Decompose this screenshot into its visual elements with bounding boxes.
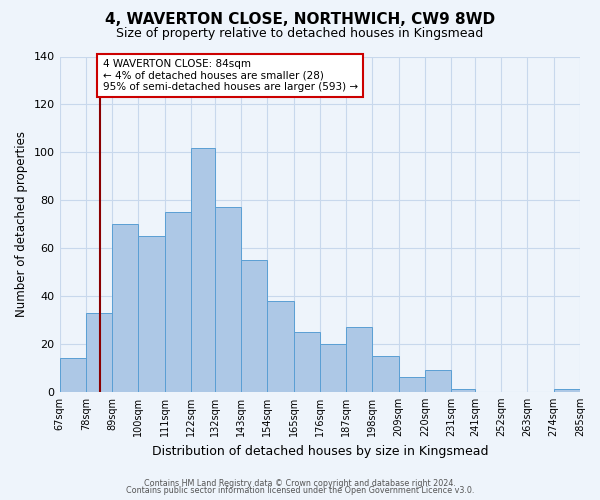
Bar [372, 356, 398, 392]
Bar [164, 212, 191, 392]
Bar [241, 260, 267, 392]
Text: 4, WAVERTON CLOSE, NORTHWICH, CW9 8WD: 4, WAVERTON CLOSE, NORTHWICH, CW9 8WD [105, 12, 495, 28]
Bar [320, 344, 346, 392]
Bar [554, 390, 580, 392]
X-axis label: Distribution of detached houses by size in Kingsmead: Distribution of detached houses by size … [152, 444, 488, 458]
Bar [293, 332, 320, 392]
Text: Size of property relative to detached houses in Kingsmead: Size of property relative to detached ho… [116, 28, 484, 40]
Bar [267, 301, 293, 392]
Text: 4 WAVERTON CLOSE: 84sqm
← 4% of detached houses are smaller (28)
95% of semi-det: 4 WAVERTON CLOSE: 84sqm ← 4% of detached… [103, 59, 358, 92]
Bar [191, 148, 215, 392]
Bar [139, 236, 164, 392]
Bar [215, 208, 241, 392]
Bar [112, 224, 139, 392]
Bar [59, 358, 86, 392]
Bar [346, 327, 372, 392]
Bar [425, 370, 451, 392]
Text: Contains HM Land Registry data © Crown copyright and database right 2024.: Contains HM Land Registry data © Crown c… [144, 478, 456, 488]
Bar [86, 313, 112, 392]
Bar [398, 378, 425, 392]
Text: Contains public sector information licensed under the Open Government Licence v3: Contains public sector information licen… [126, 486, 474, 495]
Y-axis label: Number of detached properties: Number of detached properties [15, 131, 28, 317]
Bar [451, 390, 475, 392]
